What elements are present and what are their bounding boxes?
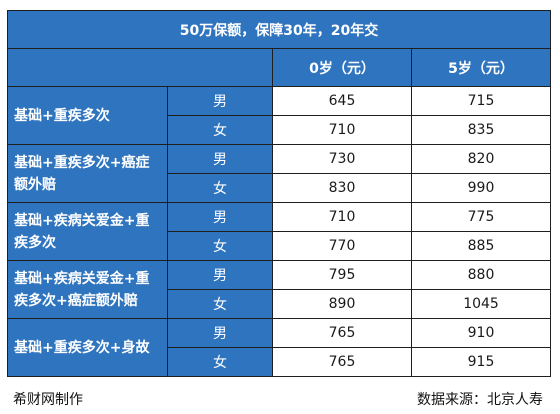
premium-age-0-cell: 795 [272, 260, 412, 290]
header-row: 0岁（元） 5岁（元） [7, 48, 552, 87]
column-header-age-0: 0岁（元） [272, 48, 412, 87]
table-row: 基础+重疾多次+癌症额外赔男 730 820 [7, 144, 552, 203]
premium-age-0-cell: 645 [272, 86, 412, 116]
table-row: 女 830 990 [8, 173, 552, 203]
footer-source: 数据来源：北京人寿 [417, 392, 543, 408]
premium-table: 50万保额，保障30年，20年交 0岁（元） 5岁（元） 基础+重疾多次男 645… [6, 10, 552, 377]
premium-age-5-cell: 835 [410, 115, 552, 145]
table-body: 基础+重疾多次男 645 715 女 710 835 基础+重疾多次+癌症额外赔男 730 82… [7, 86, 552, 377]
title-row: 50万保额，保障30年，20年交 [6, 10, 552, 49]
premium-age-5-cell: 775 [410, 202, 552, 232]
gender-cell: 女 [167, 289, 273, 319]
gender-cell: 女 [167, 347, 273, 377]
table-row: 女 710 835 [8, 115, 552, 145]
footer-credit: 希财网制作 [13, 392, 83, 408]
gender-cell: 女 [167, 231, 273, 261]
gender-cell: 男 [167, 202, 273, 232]
premium-age-0-cell: 710 [272, 202, 412, 232]
column-header-age-5: 5岁（元） [410, 48, 552, 87]
gender-cell: 男 [167, 144, 273, 174]
gender-cell: 男 [167, 86, 273, 116]
gender-cell: 女 [167, 173, 273, 203]
gender-cell: 女 [167, 115, 273, 145]
gender-cell: 男 [167, 318, 273, 348]
table-row: 女 765 915 [8, 347, 552, 377]
premium-age-5-cell: 885 [410, 231, 552, 261]
premium-age-0-cell: 765 [272, 318, 412, 348]
table-row: 基础+重疾多次男 645 715 [7, 86, 552, 145]
premium-age-0-cell: 830 [272, 173, 412, 203]
premium-age-0-cell: 770 [272, 231, 412, 261]
premium-age-0-cell: 730 [272, 144, 412, 174]
premium-age-5-cell: 820 [410, 144, 552, 174]
premium-age-5-cell: 880 [410, 260, 552, 290]
plan-name-cell: 基础+重疾多次+身故 [7, 318, 168, 377]
header-empty-cell [7, 48, 273, 87]
plan-name-cell: 基础+重疾多次+癌症额外赔 [7, 144, 168, 203]
plan-name-cell: 基础+重疾多次 [7, 86, 168, 145]
premium-age-0-cell: 710 [272, 115, 412, 145]
table-row: 基础+疾病关爱金+重疾多次男 710 775 [7, 202, 552, 261]
table-row: 基础+重疾多次+身故男 765 910 [7, 318, 552, 377]
premium-age-0-cell: 890 [272, 289, 412, 319]
premium-age-5-cell: 915 [410, 347, 552, 377]
premium-age-5-cell: 715 [410, 86, 552, 116]
table-row: 女 770 885 [8, 231, 552, 261]
gender-cell: 男 [167, 260, 273, 290]
plan-name-cell: 基础+疾病关爱金+重疾多次+癌症额外赔 [7, 260, 168, 319]
premium-age-5-cell: 1045 [410, 289, 552, 319]
table-row: 基础+疾病关爱金+重疾多次+癌症额外赔男 795 880 [7, 260, 552, 319]
premium-age-5-cell: 910 [410, 318, 552, 348]
table-row: 女 890 1045 [8, 289, 552, 319]
plan-name-cell: 基础+疾病关爱金+重疾多次 [7, 202, 168, 261]
premium-age-0-cell: 765 [272, 347, 412, 377]
table-title: 50万保额，保障30年，20年交 [6, 10, 552, 49]
premium-age-5-cell: 990 [410, 173, 552, 203]
